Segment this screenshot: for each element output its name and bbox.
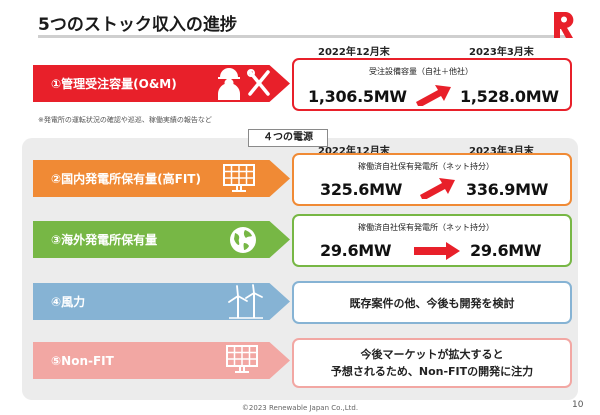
row-om-box-label: 受注設備容量（自社＋他社）: [369, 67, 473, 76]
row-overseas-value-from: 29.6MW: [320, 241, 392, 260]
row-wind-box: 既存案件の他、今後も開発を検討: [292, 281, 572, 324]
row-nonfit-label: ⑤Non-FIT: [51, 353, 114, 368]
row-domestic-box-label: 稼働済自社保有発電所（ネット持分）: [358, 162, 494, 171]
right-arrow-icon: [414, 242, 460, 260]
om-note: ※発電所の運転状況の確認や巡巡、稼働実績の報告など: [38, 116, 212, 124]
row-overseas-label: ③海外発電所保有量: [51, 233, 158, 247]
row-om-value-from: 1,306.5MW: [308, 87, 407, 106]
title-underline: [38, 35, 570, 38]
row-overseas-box: 稼働済自社保有発電所（ネット持分） 29.6MW 29.6MW: [292, 214, 572, 267]
page-number: 10: [572, 400, 584, 410]
page-title: 5つのストック収入の進捗: [38, 15, 237, 35]
row-domestic-box: 稼働済自社保有発電所（ネット持分） 325.6MW 336.9MW: [292, 153, 572, 206]
row-nonfit-box: 今後マーケットが拡大すると 予想されるため、Non-FITの開発に注力: [292, 338, 572, 388]
row-overseas-value-to: 29.6MW: [470, 241, 542, 260]
upward-arrow-icon: [416, 85, 451, 106]
solar-panel-icon: [226, 345, 258, 373]
row-om-value-to: 1,528.0MW: [460, 87, 559, 106]
row-nonfit-text-line1: 今後マーケットが拡大すると: [360, 348, 504, 361]
top-date-to: 2023年3月末: [469, 47, 534, 58]
top-date-from: 2022年12月末: [318, 47, 390, 58]
upward-arrow-icon: [420, 178, 455, 199]
copyright-footer: ©2023 Renewable Japan Co.,Ltd.: [241, 404, 359, 412]
row-domestic-label: ②国内発電所保有量(高FIT): [51, 172, 201, 186]
four-sources-tag: ４つの電源: [248, 129, 328, 147]
panel-date-from: 2022年12月末: [318, 146, 390, 157]
worker-wrench-icon: [218, 68, 270, 100]
company-logo-icon: [554, 12, 574, 38]
globe-icon: [230, 227, 256, 253]
panel-date-to: 2023年3月末: [469, 146, 534, 157]
row-om-box: 受注設備容量（自社＋他社） 1,306.5MW 1,528.0MW: [292, 58, 572, 111]
solar-panel-icon: [223, 164, 255, 192]
row-om-label: ①管理受注容量(O&M): [51, 77, 177, 91]
row-overseas-box-label: 稼働済自社保有発電所（ネット持分）: [358, 223, 494, 232]
row-domestic-value-from: 325.6MW: [320, 180, 403, 199]
row-wind-text: 既存案件の他、今後も開発を検討: [349, 297, 515, 310]
row-om-chevron: ①管理受注容量(O&M): [33, 65, 290, 102]
row-nonfit-text-line2: 予想されるため、Non-FITの開発に注力: [330, 365, 534, 378]
row-domestic-value-to: 336.9MW: [466, 180, 549, 199]
wind-turbine-icon: [228, 284, 263, 319]
row-wind-label: ④風力: [51, 295, 86, 309]
